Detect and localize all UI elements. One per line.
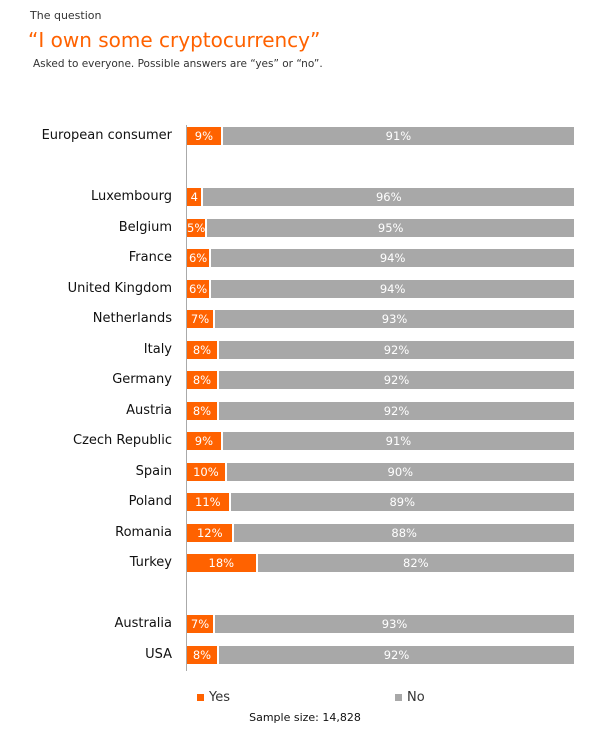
bar-yes: 8%	[187, 401, 217, 420]
bar-yes: 5%	[187, 218, 206, 237]
bar-no: 92%	[218, 340, 574, 359]
bar-no: 91%	[222, 432, 574, 450]
bar-yes: 11%	[187, 493, 229, 511]
chart-title: “I own some cryptocurrency”	[28, 28, 321, 52]
category-label: Italy	[143, 341, 172, 357]
bar-yes: 10%	[187, 462, 225, 481]
bar-no: 94%	[211, 249, 574, 267]
bar-yes: 8%	[187, 645, 217, 664]
category-label: Germany	[112, 372, 172, 387]
category-label: Romania	[115, 524, 172, 540]
bar-no: 92%	[218, 371, 574, 389]
bar-no: 90%	[226, 462, 574, 481]
category-label: Turkey	[129, 555, 172, 570]
bar-yes: 4	[187, 188, 202, 206]
chart-subtitle: Asked to everyone. Possible answers are …	[33, 58, 323, 70]
category-label: Belgium	[118, 219, 172, 235]
bar-yes: 6%	[187, 279, 210, 298]
bar-yes: 6%	[187, 249, 210, 267]
bar-yes: 7%	[187, 615, 214, 633]
category-label: European consumer	[41, 128, 172, 143]
bar-yes: 7%	[187, 310, 214, 328]
bar-yes: 9%	[187, 127, 221, 145]
legend-yes-swatch	[197, 694, 204, 701]
category-label: Spain	[135, 463, 172, 479]
category-label: Australia	[114, 616, 172, 631]
legend-yes: Yes	[197, 690, 230, 705]
bar-yes: 9%	[187, 432, 221, 450]
bar-no: 95%	[207, 218, 574, 237]
bar-no: 94%	[211, 279, 574, 298]
legend-no: No	[395, 690, 425, 705]
bar-no: 92%	[218, 401, 574, 420]
bar-no: 93%	[215, 615, 574, 633]
bar-yes: 18%	[187, 554, 256, 572]
category-label: USA	[145, 646, 172, 662]
bar-no: 92%	[218, 645, 574, 664]
bar-yes: 8%	[187, 340, 217, 359]
bar-no: 88%	[234, 523, 574, 542]
kicker: The question	[30, 9, 102, 22]
category-label: Netherlands	[92, 311, 172, 326]
category-label: United Kingdom	[67, 280, 172, 296]
category-label: Austria	[126, 402, 172, 418]
legend-yes-label: Yes	[209, 690, 230, 705]
bar-yes: 12%	[187, 523, 233, 542]
bar-no: 89%	[230, 493, 574, 511]
bar-no: 82%	[257, 554, 574, 572]
bar-no: 96%	[203, 188, 574, 206]
legend-no-label: No	[407, 690, 425, 705]
category-label: Czech Republic	[73, 433, 172, 448]
category-label: Poland	[128, 494, 172, 509]
bar-no: 93%	[215, 310, 574, 328]
category-label: Luxembourg	[90, 189, 172, 204]
legend-no-swatch	[395, 694, 402, 701]
bar-yes: 8%	[187, 371, 217, 389]
axis-line	[186, 125, 187, 671]
bar-no: 91%	[222, 127, 574, 145]
category-label: France	[128, 250, 172, 265]
sample-size: Sample size: 14,828	[249, 711, 361, 724]
